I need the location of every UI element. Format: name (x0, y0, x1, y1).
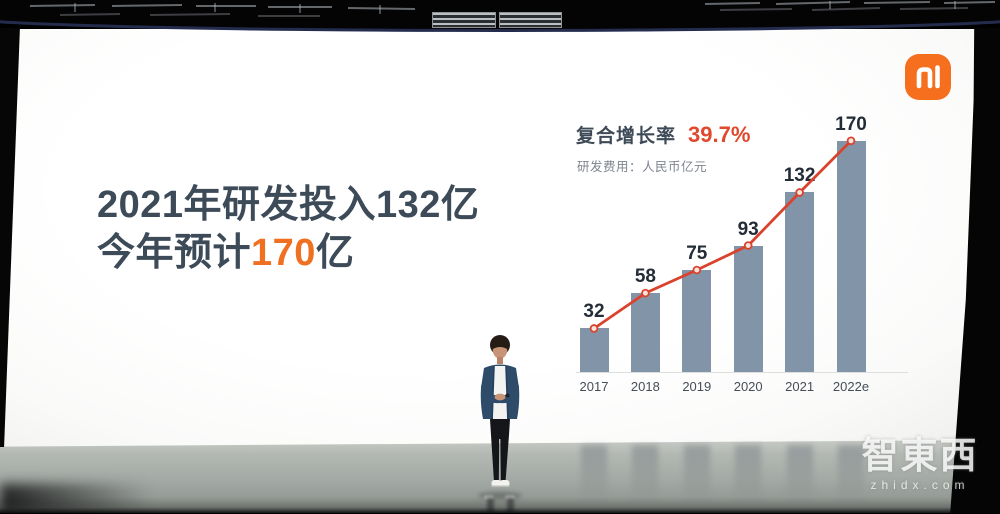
bar-2017 (579, 328, 609, 372)
value-label: 32 (583, 301, 605, 323)
x-tick-label: 2022e (832, 379, 870, 394)
value-label: 132 (783, 165, 816, 187)
stage-floor (0, 440, 1000, 513)
xiaomi-mi-logo-icon (905, 54, 951, 105)
bar-reflection (581, 445, 607, 500)
watermark-domain: zhidx.com (870, 478, 970, 492)
watermark-brand: 智東西 (861, 435, 979, 476)
slide-headline: 2021年研发投入132亿 今年预计170亿 (97, 181, 479, 277)
bar-2021 (785, 192, 815, 372)
chart-legend: 复合增长率 39.7% (576, 121, 750, 148)
watermark: 智東西 zhidx.com (844, 435, 996, 493)
headline-line2-highlight: 170 (251, 232, 316, 274)
bar-reflection (838, 445, 864, 500)
floor-shade-left (0, 484, 150, 514)
x-tick-label: 2020 (733, 379, 763, 394)
stage-left-edge (0, 28, 24, 447)
bar-2020 (733, 245, 763, 372)
person-reflection (487, 498, 494, 513)
value-label: 58 (634, 266, 656, 288)
legend-label: 复合增长率 (576, 126, 677, 147)
x-tick-label: 2019 (682, 379, 712, 394)
presenter (464, 333, 536, 504)
x-tick-label: 2018 (630, 379, 660, 394)
x-tick-label: 2021 (785, 379, 815, 394)
rd-spend-bar-chart: 复合增长率 39.7% 研发费用：人民币亿元 32 2017 58 2018 75 201… (570, 114, 995, 418)
ceiling-truss (29, 1, 996, 17)
vent-panel (498, 12, 562, 28)
vent-panel (432, 12, 496, 28)
ceiling (0, 0, 1000, 34)
bar-2018 (630, 293, 660, 372)
bar-reflection (632, 445, 659, 500)
ceiling-vent (432, 12, 562, 28)
bar-2022e (836, 140, 866, 372)
value-label: 170 (835, 113, 867, 135)
headline-line2: 今年预计170亿 (97, 229, 479, 277)
floor-reflections (0, 440, 1000, 514)
bar-2019 (682, 270, 712, 372)
chart-subtitle: 研发费用：人民币亿元 (577, 160, 708, 174)
chart-baseline (576, 372, 908, 373)
person-reflection (484, 495, 494, 499)
headline-line2-suffix: 亿 (315, 232, 355, 274)
x-tick-label: 2017 (579, 379, 609, 394)
bar-reflection (683, 445, 710, 500)
value-label: 93 (737, 218, 759, 240)
value-label: 75 (686, 243, 708, 264)
legend-value: 39.7% (688, 122, 751, 147)
headline-line1: 2021年研发投入132亿 (97, 184, 480, 226)
person-reflection (507, 498, 514, 513)
person-reflection (505, 495, 515, 499)
bar-reflection (786, 445, 813, 500)
presenter-shadow (478, 492, 522, 499)
headline-line2-prefix: 今年预计 (97, 232, 252, 274)
bar-reflection (735, 445, 762, 500)
